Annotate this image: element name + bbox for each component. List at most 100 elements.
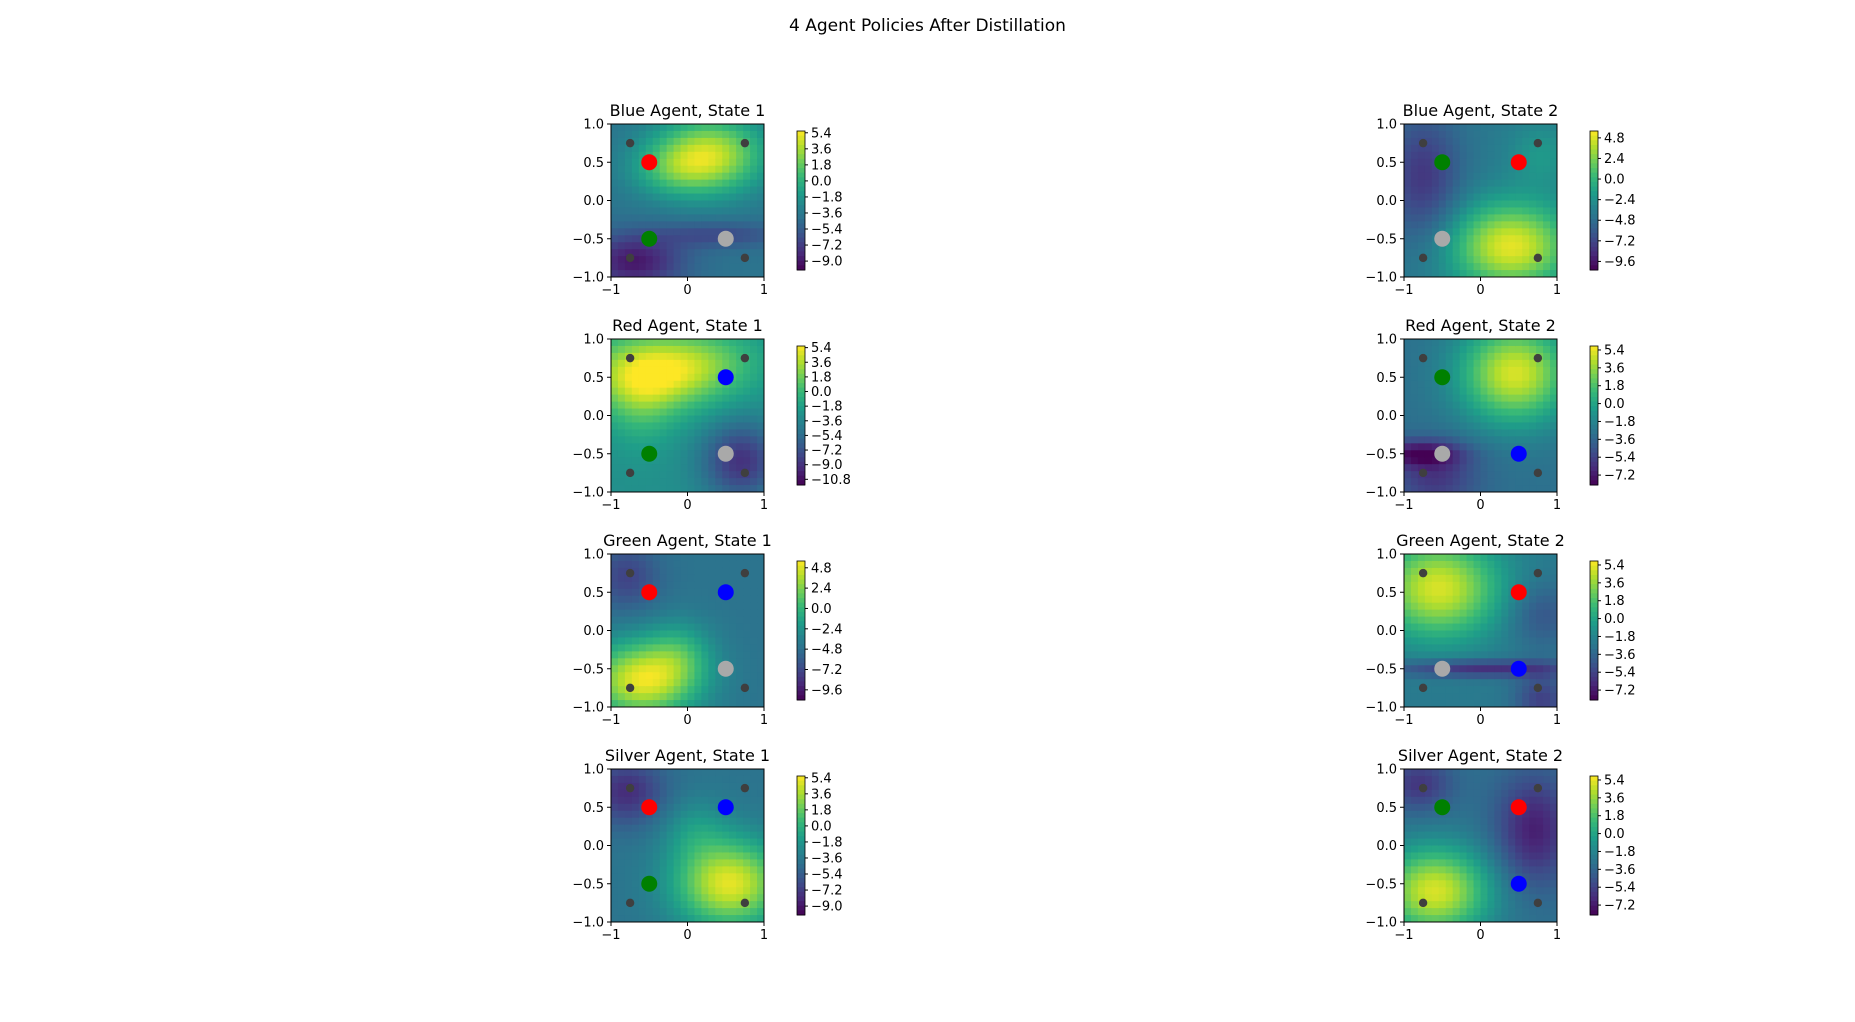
heatmap-cell — [1452, 137, 1461, 146]
heatmap-cell — [1529, 172, 1537, 181]
heatmap-cell — [645, 644, 654, 652]
heatmap-cell — [638, 221, 647, 229]
heatmap-cell — [624, 207, 633, 215]
heatmap-cell — [1515, 263, 1523, 271]
colorbar-segment — [1590, 149, 1598, 155]
heatmap-cell — [666, 221, 675, 229]
heatmap-cell — [1494, 852, 1502, 860]
heatmap-cell — [645, 637, 654, 645]
heatmap-cell — [694, 866, 702, 874]
heatmap-cell — [1480, 700, 1489, 707]
heatmap-cell — [729, 845, 737, 854]
heatmap-cell — [1410, 915, 1419, 922]
heatmap-cell — [736, 394, 744, 403]
heatmap-cell — [680, 560, 689, 569]
heatmap-cell — [1445, 144, 1454, 153]
heatmap-cell — [729, 789, 737, 798]
heatmap-cell — [1543, 915, 1551, 922]
heatmap-cell — [673, 831, 682, 840]
heatmap-cell — [722, 873, 730, 881]
heatmap-cell — [1529, 373, 1537, 382]
heatmap-cell — [1494, 228, 1502, 236]
x-tick-label: 0 — [1476, 283, 1484, 298]
silver-agent-marker — [1434, 660, 1451, 677]
heatmap-cell — [1459, 693, 1468, 701]
heatmap-cell — [1494, 263, 1502, 271]
heatmap-cell — [1473, 824, 1482, 833]
colorbar-segment — [797, 813, 805, 819]
heatmap-cell — [694, 436, 702, 444]
heatmap-cell — [1459, 810, 1468, 819]
heatmap-cell — [1494, 478, 1502, 486]
heatmap-cell — [659, 838, 668, 847]
heatmap-cell — [687, 345, 696, 354]
green-agent-marker — [1434, 369, 1451, 386]
heatmap-cell — [701, 644, 709, 652]
heatmap-cell — [701, 464, 709, 472]
heatmap-cell — [743, 859, 751, 867]
heatmap-cell — [624, 602, 633, 611]
heatmap-cell — [624, 401, 633, 410]
heatmap-cell — [617, 887, 626, 895]
heatmap-cell — [1410, 581, 1419, 590]
heatmap-cell — [659, 242, 668, 250]
heatmap-cell — [694, 880, 702, 888]
heatmap-cell — [701, 256, 709, 264]
colorbar-segment — [797, 676, 805, 682]
heatmap-cell — [1480, 810, 1489, 819]
heatmap-cell — [1522, 221, 1530, 229]
colorbar-segment — [1590, 607, 1598, 613]
heatmap-cell — [1487, 554, 1495, 562]
heatmap-cell — [631, 214, 640, 222]
heatmap-cell — [1522, 817, 1530, 826]
heatmap-cell — [1404, 574, 1412, 583]
heatmap-cell — [1424, 602, 1433, 611]
heatmap-cell — [666, 124, 675, 132]
heatmap-cell — [1410, 242, 1419, 250]
heatmap-cell — [729, 401, 737, 410]
heatmap-cell — [1445, 887, 1454, 895]
heatmap-cell — [722, 623, 730, 632]
heatmap-cell — [611, 165, 619, 174]
heatmap-cell — [1473, 352, 1482, 361]
heatmap-cell — [1473, 595, 1482, 604]
heatmap-cell — [1501, 352, 1509, 361]
heatmap-cell — [1522, 235, 1530, 243]
y-tick-label: −1.0 — [1365, 271, 1397, 286]
heatmap-cell — [624, 235, 633, 243]
heatmap-cell — [729, 866, 737, 874]
heatmap-cell — [1515, 866, 1523, 874]
heatmap-cell — [666, 824, 675, 833]
colorbar-segment — [1590, 163, 1598, 169]
heatmap-cell — [624, 387, 633, 396]
heatmap-cell — [743, 651, 751, 659]
colorbar-segment — [1590, 480, 1598, 486]
colorbar-segment — [1590, 172, 1598, 178]
heatmap-cell — [1522, 581, 1530, 590]
heatmap-cell — [1459, 179, 1468, 188]
heatmap-cell — [1424, 415, 1433, 424]
heatmap-cell — [1494, 352, 1502, 361]
heatmap-cell — [736, 595, 744, 604]
heatmap-cell — [687, 179, 696, 188]
heatmap-cell — [1410, 352, 1419, 361]
heatmap-cell — [701, 450, 709, 458]
heatmap-cell — [652, 554, 661, 562]
corner-marker — [1533, 683, 1543, 693]
heatmap-cell — [624, 436, 633, 444]
heatmap-cell — [715, 186, 723, 195]
heatmap-cell — [1494, 429, 1502, 437]
heatmap-cell — [617, 256, 626, 264]
heatmap-cell — [1494, 775, 1502, 784]
heatmap-cell — [1522, 144, 1530, 153]
heatmap-cell — [1480, 796, 1489, 805]
heatmap-cell — [617, 235, 626, 243]
heatmap-cell — [1410, 560, 1419, 569]
heatmap-cell — [743, 623, 751, 632]
heatmap-cell — [680, 172, 689, 181]
heatmap-cell — [1494, 359, 1502, 368]
heatmap-cell — [1431, 137, 1440, 146]
heatmap-cell — [659, 214, 668, 222]
heatmap-cell — [729, 817, 737, 826]
heatmap-cell — [708, 581, 716, 590]
